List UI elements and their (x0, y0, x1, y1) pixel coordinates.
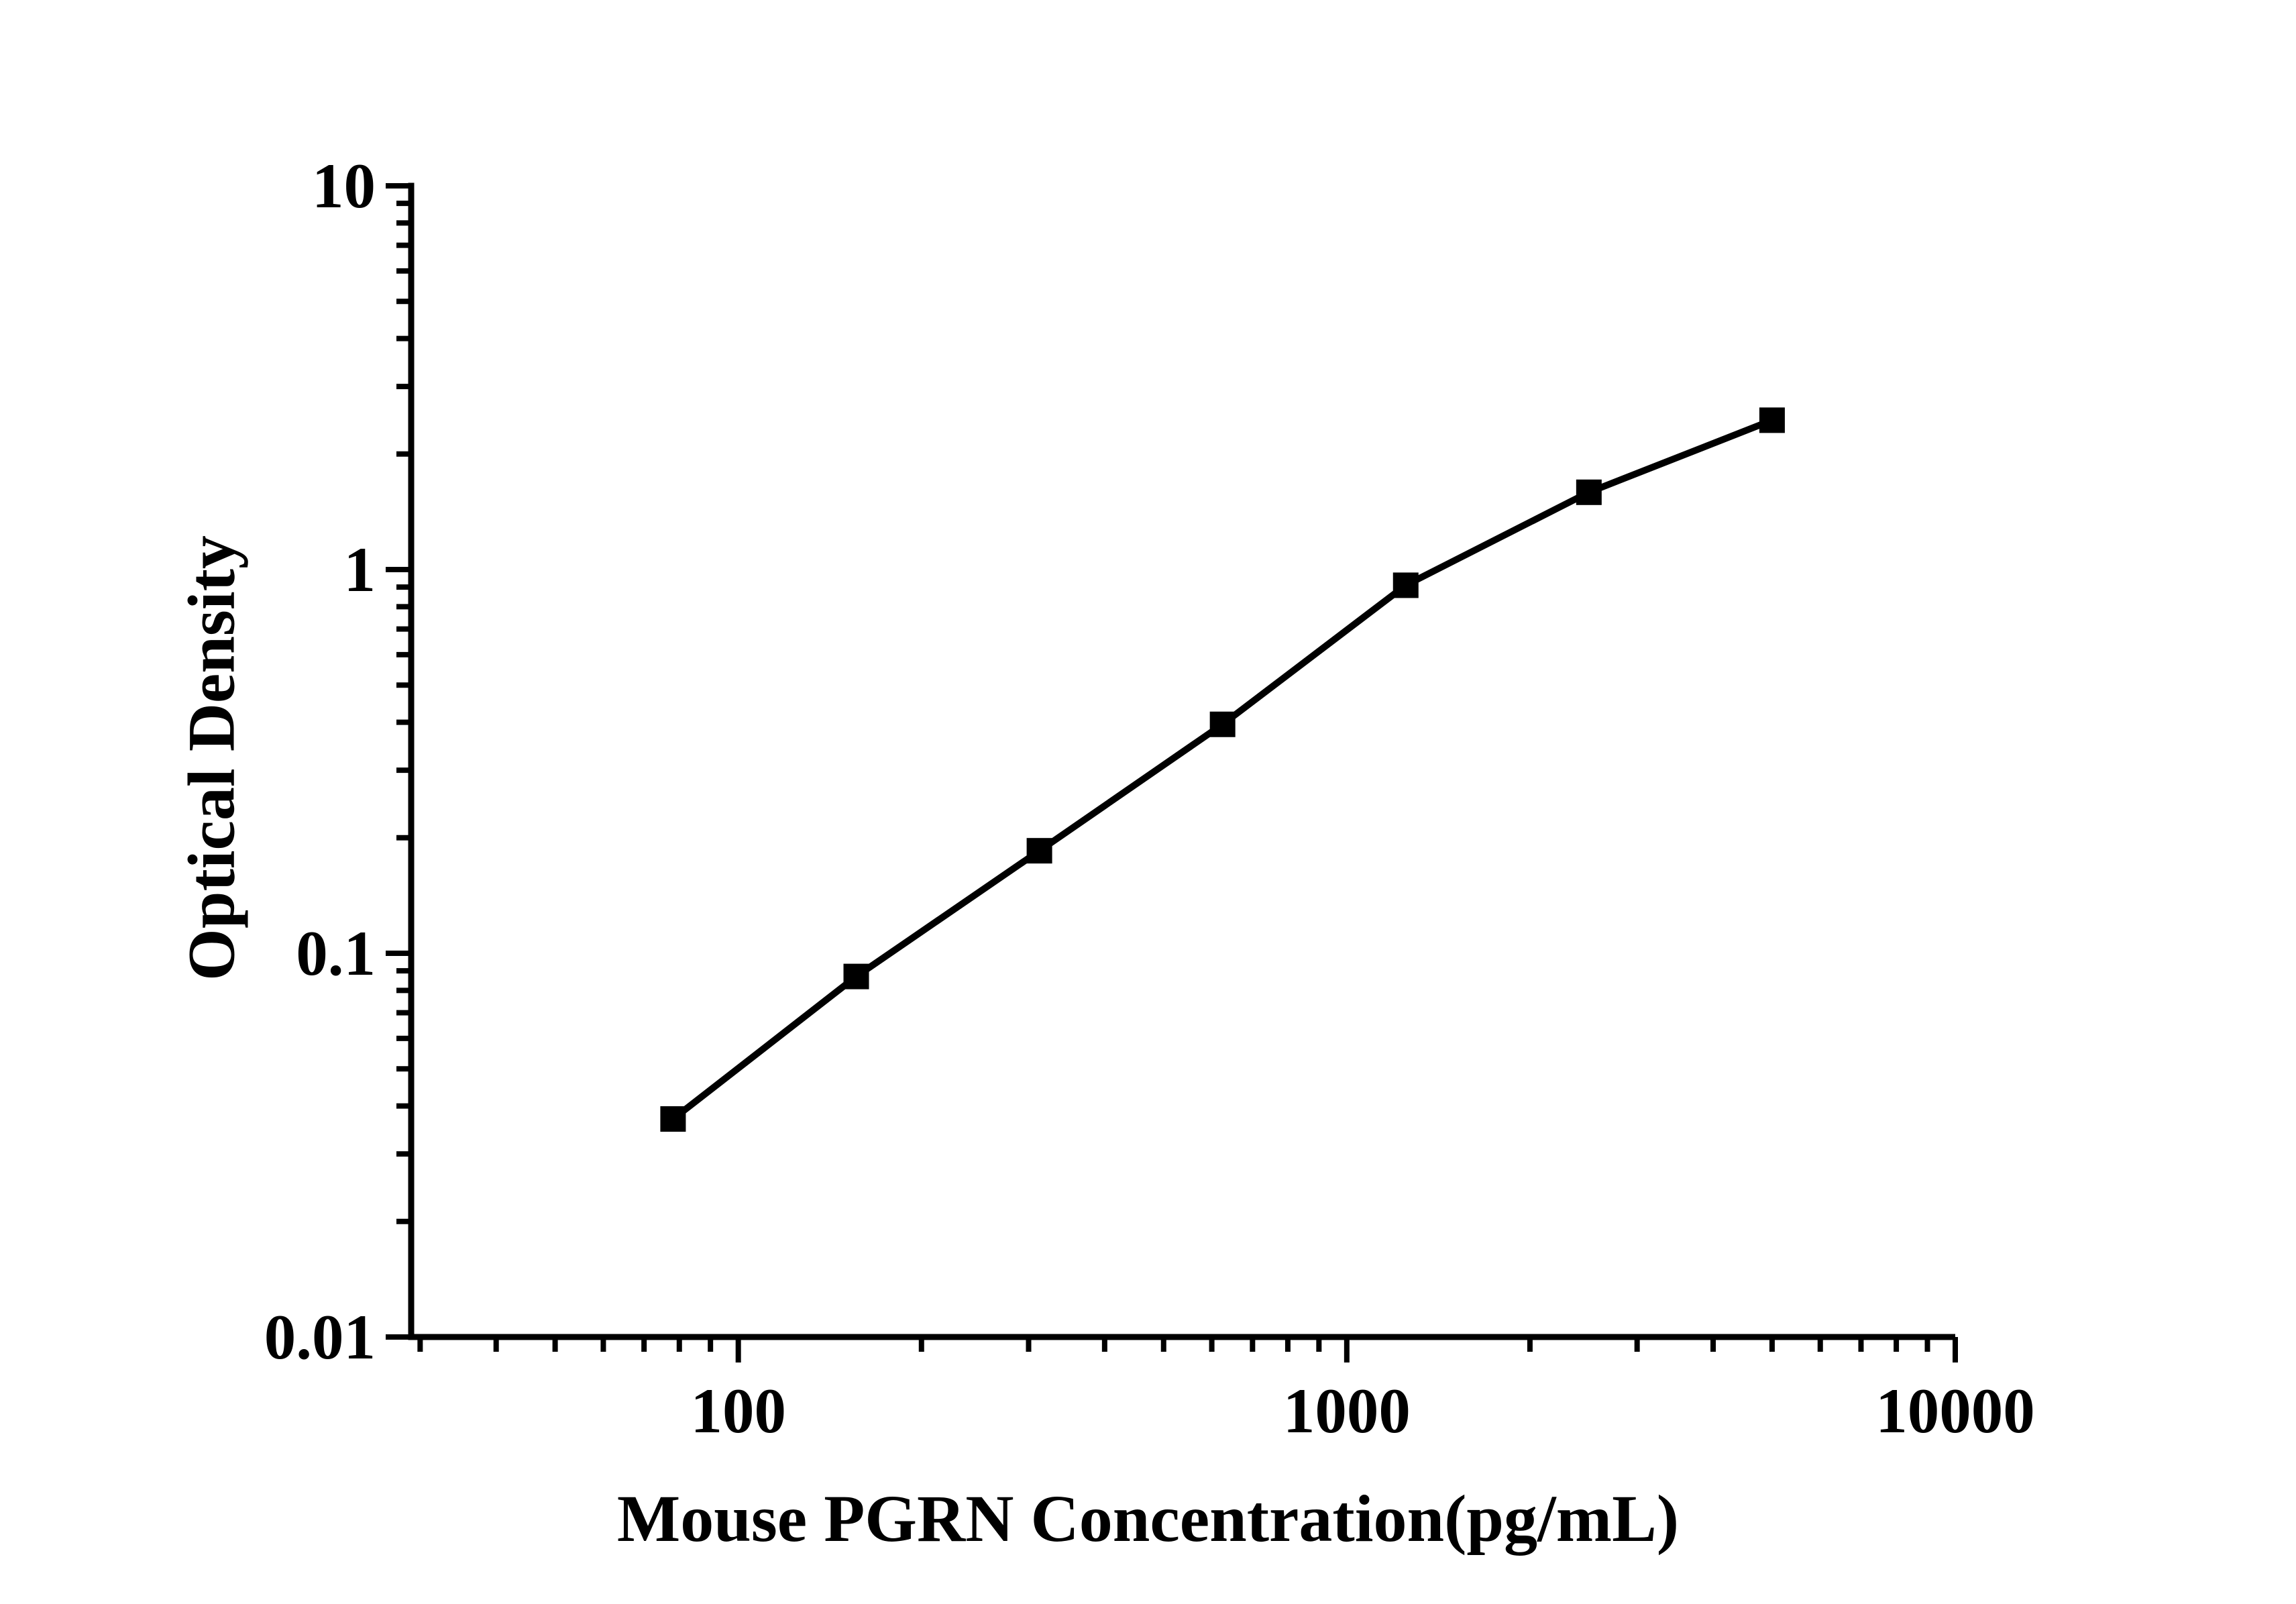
data-point-marker (1026, 838, 1052, 864)
x-tick-label: 100 (690, 1375, 786, 1446)
y-tick-label: 10 (312, 150, 376, 221)
standard-curve-line (671, 417, 1773, 1122)
data-point-marker (843, 963, 869, 990)
data-point-marker (660, 1106, 686, 1132)
data-point-marker (1759, 407, 1785, 433)
data-point-marker (1576, 479, 1602, 505)
x-tick-label: 10000 (1875, 1375, 2035, 1446)
y-tick-label: 1 (344, 534, 376, 605)
x-tick-label: 1000 (1283, 1375, 1411, 1446)
y-tick-label: 0.01 (264, 1301, 376, 1373)
y-tick-label: 0.1 (296, 918, 376, 989)
x-axis-title: Mouse PGRN Concentration(pg/mL) (616, 1481, 1680, 1556)
data-point-marker (1209, 711, 1236, 737)
data-point-marker (1392, 572, 1419, 598)
y-axis-title: Optical Density (174, 535, 249, 981)
